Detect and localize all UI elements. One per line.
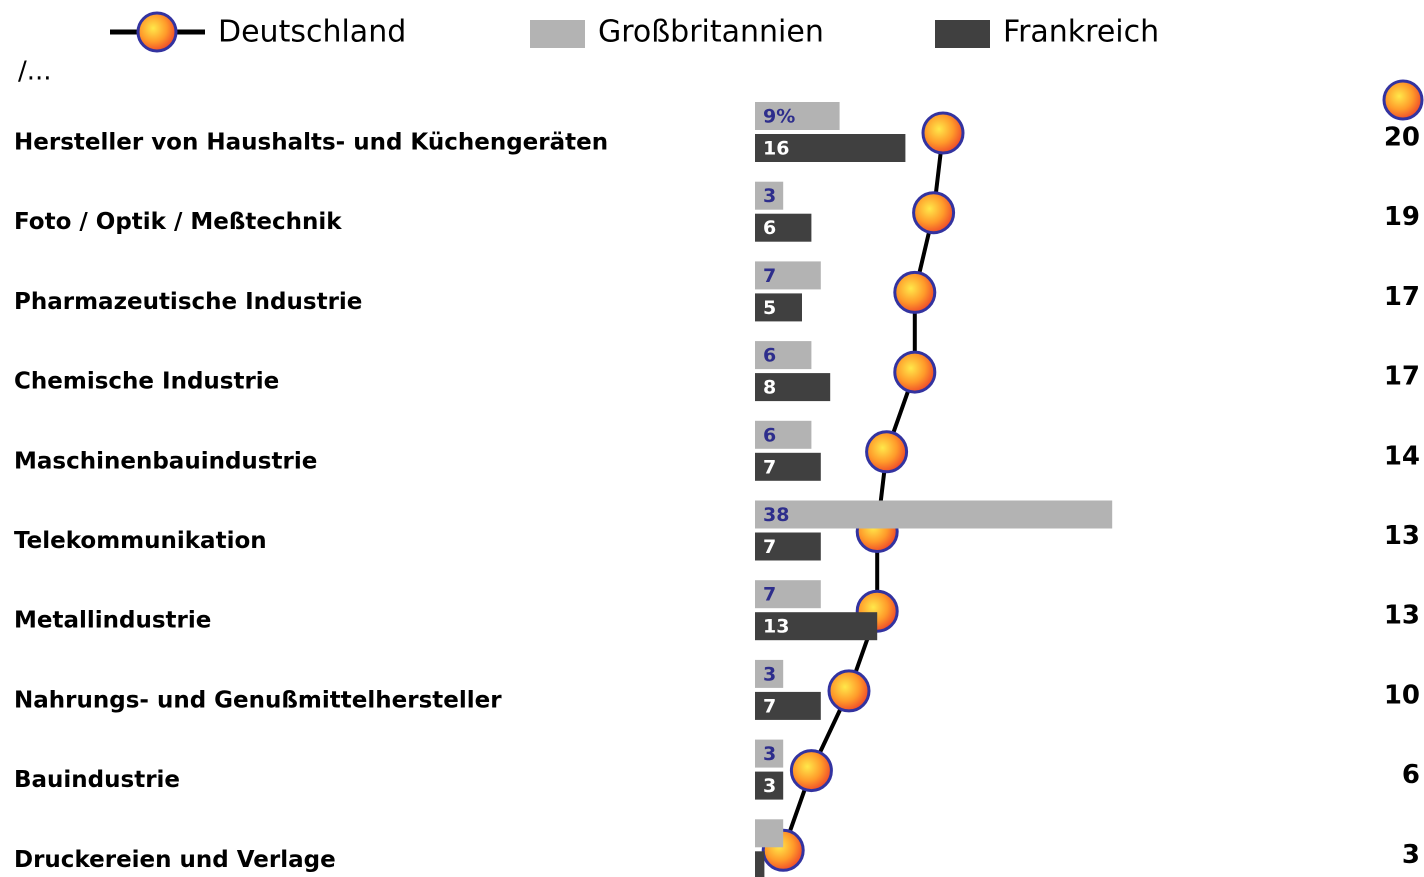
value-label: 3 — [763, 743, 776, 765]
value-label: 16 — [763, 138, 789, 160]
bar — [755, 452, 821, 481]
category-label: Druckereien und Verlage — [14, 847, 336, 873]
value-label: 6 — [763, 345, 776, 367]
line-marker — [827, 669, 871, 713]
bar — [755, 819, 784, 848]
subtitle: /... — [18, 57, 52, 87]
value-label: 10 — [1384, 680, 1420, 710]
legend-label: Frankreich — [1003, 15, 1159, 50]
line-marker — [893, 350, 937, 394]
bar — [755, 293, 802, 322]
line — [781, 132, 945, 851]
bar — [755, 851, 765, 877]
value-label: 6 — [763, 424, 776, 446]
value-label: 7 — [763, 265, 776, 287]
value-label: 8 — [763, 377, 776, 399]
legend-swatch — [530, 20, 585, 48]
bar — [755, 500, 1113, 529]
category-label: Bauindustrie — [14, 767, 180, 793]
value-label: 3 — [763, 775, 776, 797]
bar — [755, 532, 821, 561]
bar — [755, 341, 812, 370]
category-label: Hersteller von Haushalts- und Küchengerä… — [14, 130, 608, 156]
value-label: 20 — [1384, 123, 1420, 153]
value-label: 3 — [763, 185, 776, 207]
column-marker — [1382, 79, 1424, 121]
legend-label: Deutschland — [218, 15, 406, 50]
line-marker — [921, 111, 965, 155]
value-label: 7 — [763, 456, 776, 478]
category-label: Foto / Optik / Meßtechnik — [14, 209, 342, 235]
value-label: 6 — [1402, 760, 1420, 790]
bar — [755, 580, 821, 609]
value-label: 13 — [1384, 601, 1420, 631]
value-label: 5 — [763, 297, 776, 319]
bar — [755, 739, 784, 768]
category-label: Telekommunikation — [14, 528, 267, 554]
category-label: Chemische Industrie — [14, 369, 279, 395]
value-label: 3 — [1402, 840, 1420, 870]
value-label: 14 — [1384, 441, 1420, 471]
line-marker — [865, 430, 909, 474]
bar — [755, 261, 821, 290]
category-label: Metallindustrie — [14, 608, 211, 634]
value-label: 3 — [763, 663, 776, 685]
value-label: 7 — [763, 584, 776, 606]
line-marker — [789, 749, 833, 793]
value-label: 17 — [1384, 362, 1420, 392]
value-label: 38 — [763, 504, 789, 526]
bar — [755, 134, 906, 162]
category-label: Nahrungs- und Genußmittelhersteller — [14, 687, 502, 713]
value-label: 19 — [1384, 202, 1420, 232]
bar — [755, 213, 812, 242]
category-label: Maschinenbauindustrie — [14, 448, 317, 474]
bar — [755, 691, 821, 720]
bar — [755, 102, 840, 130]
legend-marker — [136, 11, 178, 53]
bar — [755, 181, 784, 210]
category-label: Pharmazeutische Industrie — [14, 289, 362, 315]
value-label: 9% — [763, 106, 795, 128]
line-marker — [893, 270, 937, 314]
value-label: 17 — [1384, 282, 1420, 312]
value-label: 6 — [763, 217, 776, 239]
bar — [755, 420, 812, 449]
line-marker — [912, 191, 956, 235]
bar — [755, 612, 878, 641]
value-label: 13 — [1384, 521, 1420, 551]
value-label: 13 — [763, 616, 789, 638]
value-label: 7 — [763, 695, 776, 717]
legend-swatch — [935, 20, 990, 48]
bar — [755, 373, 831, 402]
legend-label: Großbritannien — [598, 15, 824, 50]
value-label: 7 — [763, 536, 776, 558]
bar — [755, 659, 784, 688]
bar — [755, 771, 784, 800]
